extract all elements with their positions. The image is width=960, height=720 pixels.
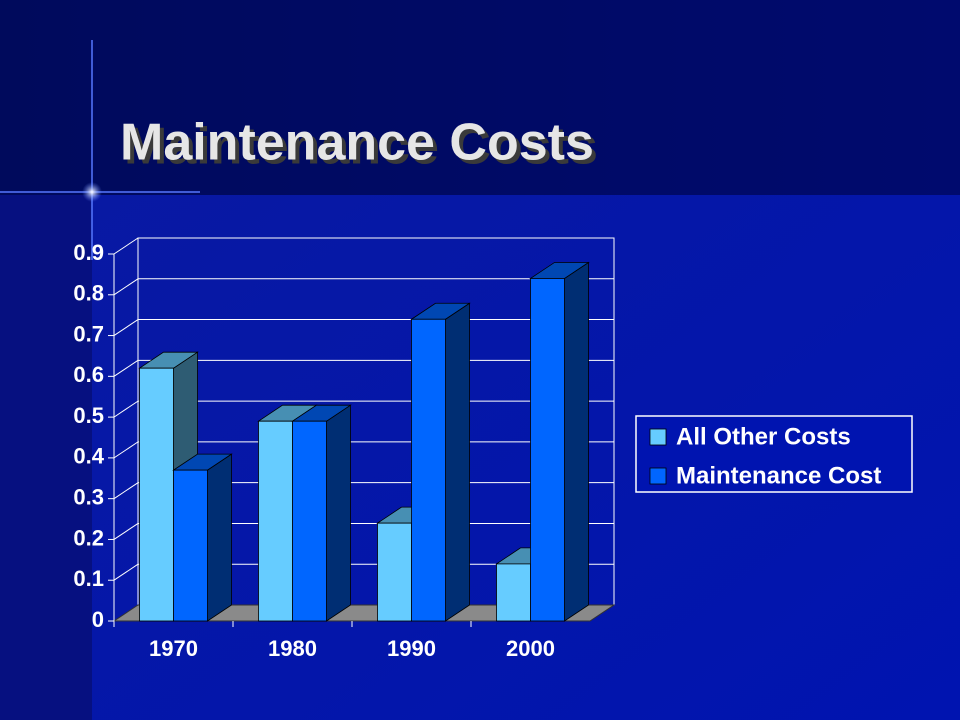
y-tick-label: 0.5 [73, 403, 104, 428]
left-band [0, 195, 92, 720]
bar [173, 469, 208, 622]
legend [635, 415, 913, 493]
y-tick-label: 0.7 [73, 321, 104, 346]
bar [377, 522, 412, 622]
title-band [0, 0, 960, 195]
chart-title: Maintenance Costs [120, 114, 594, 172]
bar [139, 367, 174, 622]
grid-line [113, 482, 139, 500]
chart-title-shadow: Maintenance Costs [124, 118, 598, 176]
grid-line [113, 523, 139, 540]
y-tick-label: 0.4 [73, 444, 104, 469]
x-tick-label: 2000 [506, 636, 555, 661]
grid-line [113, 359, 139, 377]
bar [496, 563, 531, 622]
legend-label: All Other Costs [676, 423, 851, 450]
bar-side [564, 261, 589, 622]
grid-line [113, 400, 139, 418]
grid-line [113, 319, 139, 336]
x-tick-label: 1980 [268, 636, 317, 661]
sparkle [82, 182, 102, 202]
y-tick-label: 0 [92, 607, 104, 632]
y-tick-label: 0.2 [73, 525, 104, 550]
legend-label: Maintenance Cost [676, 462, 881, 489]
bar [530, 278, 565, 622]
bar [411, 318, 446, 622]
grid-line [113, 237, 139, 255]
y-tick-label: 0.3 [73, 484, 104, 509]
grid-line [113, 278, 139, 296]
bar-side [207, 453, 232, 622]
bar [292, 420, 327, 622]
y-tick-label: 0.1 [73, 566, 104, 591]
x-tick-label: 1970 [149, 636, 198, 661]
legend-swatch [649, 428, 667, 446]
y-tick-label: 0.9 [73, 240, 104, 265]
x-tick-label: 1990 [387, 636, 436, 661]
y-tick-label: 0.8 [73, 281, 104, 306]
bar [258, 420, 293, 622]
grid-line [113, 563, 139, 581]
grid-line [113, 441, 139, 459]
legend-swatch [649, 467, 667, 485]
bar-side [326, 404, 351, 622]
bar-side [445, 302, 470, 622]
y-tick-label: 0.6 [73, 362, 104, 387]
